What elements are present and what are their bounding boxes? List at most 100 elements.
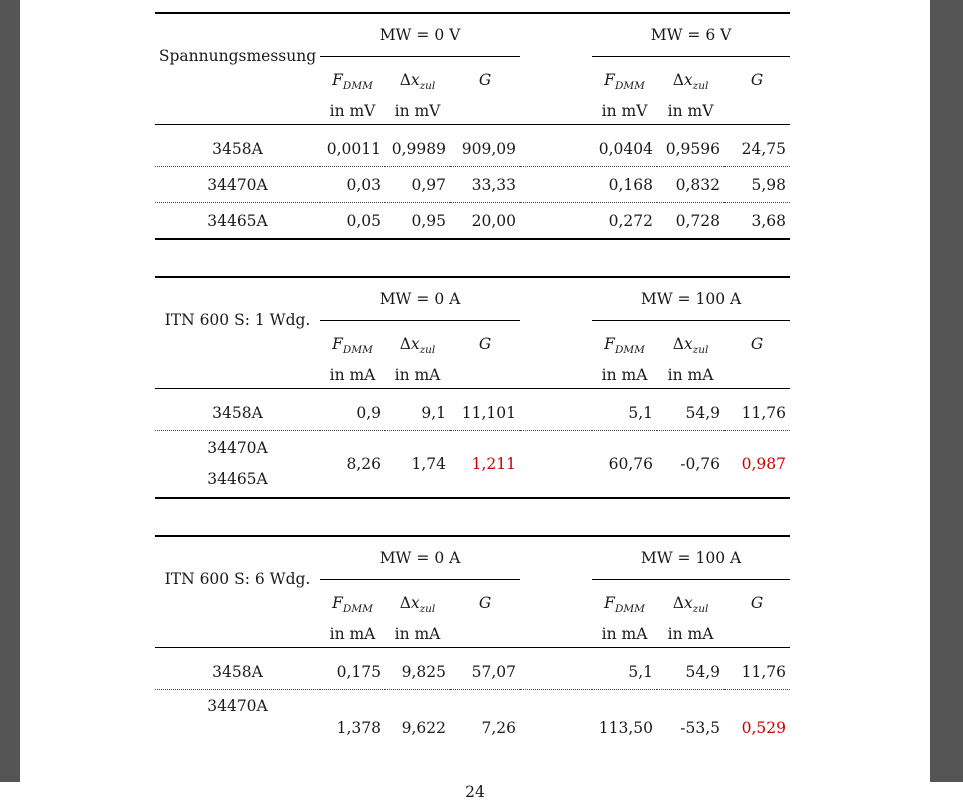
column-gap [520,166,593,203]
row-label: 3458A [212,662,263,681]
column-gap [520,320,593,390]
row-label: 34465A [155,202,320,241]
value-cell: 0,05 [320,202,385,241]
value-cell: 1,211 [450,430,521,500]
value-cell: 0,97 [385,166,450,203]
value-cell: 0,987 [724,430,791,500]
value-cell: 7,26 [450,689,521,744]
value-cell: 0,9989 [391,139,446,158]
value-cell: 5,1 [628,403,654,422]
column-gap [520,202,593,241]
value-cell: 0,832 [657,166,725,203]
unit-label: in mV [667,102,714,121]
value-cell: 0,529 [724,689,791,744]
column-gap [520,56,593,126]
row-label: 3458A [212,139,263,158]
table-row: 3458A 0,175 9,825 57,07 5,1 54,9 11,76 [155,648,790,690]
value-cell: 113,50 [592,689,658,744]
value-cell: 0,95 [385,202,450,241]
row-label: 34470A 34465A [155,430,320,500]
value-cell: 9,825 [401,662,446,681]
row-label-line: 34470A [207,697,268,716]
value-cell: 9,1 [421,403,446,422]
row-label-line: 34470A [207,439,268,458]
col-header-dxzul: Δxzul in mA [657,320,725,390]
table-row-merged: 34470A 1,378 9,622 7,26 113,50 -53,5 0,5… [155,689,791,744]
unit-label: in mV [394,102,441,121]
column-gap [520,276,593,321]
table-row-merged: 34470A 34465A 8,26 1,74 1,211 60,76 -0,7… [155,430,791,500]
row-label-line: 34465A [207,470,268,489]
value-cell: 54,9 [685,403,721,422]
col-header-g: G [450,579,521,649]
value-cell: 11,76 [741,403,787,422]
table-title: Spannungsmessung [155,12,320,126]
col-header-g: G [724,56,791,126]
col-header-dxzul: Δxzul in mA [385,320,450,390]
unit-label: in mA [667,366,714,385]
viewer-right-margin [930,0,963,782]
itn600s-6wdg-table: ITN 600 S: 6 Wdg. MW = 0 A MW = 100 A FD… [155,535,791,744]
col-header-fdmm: FDMM in mA [320,579,385,649]
value-cell: -53,5 [657,689,725,744]
unit-label: in mA [394,366,441,385]
group-header-left: MW = 0 A [320,276,521,322]
value-cell: 0,175 [336,662,381,681]
col-header-fdmm: FDMM in mA [592,320,658,390]
column-gap [520,535,593,580]
voltage-measurement-table: Spannungsmessung MW = 0 V MW = 6 V FDMM i… [155,12,791,241]
value-cell: 1,74 [385,430,450,500]
table-row: 34465A 0,05 0,95 20,00 0,272 0,728 3,68 [155,202,791,241]
value-cell: 5,1 [628,662,654,681]
value-cell: 11,76 [741,662,787,681]
value-cell: 1,378 [320,689,385,744]
value-cell: 9,622 [385,689,450,744]
group-header-right: MW = 6 V [592,12,791,57]
col-header-fdmm: FDMM in mA [320,320,385,390]
viewer-left-margin [0,0,20,782]
group-header-left: MW = 0 V [320,12,521,57]
col-header-fdmm: FDMM in mA [592,579,658,649]
column-gap [520,12,593,57]
col-header-g: G [724,579,791,649]
col-header-dxzul: Δxzul in mV [385,56,450,126]
table-row: 3458A 0,9 9,1 11,101 5,1 54,9 11,76 [155,389,790,431]
row-label: 3458A [212,403,263,422]
value-cell: 0,728 [657,202,725,241]
col-header-fdmm: FDMM in mV [592,56,658,126]
col-header-fdmm: FDMM in mV [320,56,385,126]
row-label: 34470A [155,689,320,744]
table-title: ITN 600 S: 6 Wdg. [155,535,320,649]
unit-label: in mA [667,625,714,644]
table-title: ITN 600 S: 1 Wdg. [155,276,320,390]
group-header-left: MW = 0 A [320,535,521,581]
group-header-right: MW = 100 A [592,276,791,322]
unit-label: in mA [601,366,648,385]
value-cell: 0,168 [592,166,658,203]
value-cell: 60,76 [592,430,658,500]
table-row: 3458A 0,0011 0,9989 909,09 0,0404 0,9596… [155,125,790,167]
value-cell: 5,98 [724,166,791,203]
column-gap [520,389,592,431]
unit-label: in mV [329,102,376,121]
value-cell: 54,9 [685,662,721,681]
column-gap [520,430,593,500]
table-row: 34470A 0,03 0,97 33,33 0,168 0,832 5,98 [155,166,791,203]
column-gap [520,689,593,744]
page-number: 24 [465,783,485,801]
value-cell: 33,33 [450,166,521,203]
value-cell: 8,26 [320,430,385,500]
value-cell: 0,0011 [326,139,381,158]
unit-label: in mA [329,366,376,385]
column-gap [520,579,593,649]
group-header-right: MW = 100 A [592,535,791,581]
col-header-dxzul: Δxzul in mA [657,579,725,649]
col-header-g: G [724,320,791,390]
value-cell: -0,76 [657,430,725,500]
document-page: Spannungsmessung MW = 0 V MW = 6 V FDMM i… [20,0,930,801]
value-cell: 0,03 [320,166,385,203]
value-cell: 57,07 [471,662,517,681]
row-label: 34470A [155,166,320,203]
value-cell: 20,00 [450,202,521,241]
